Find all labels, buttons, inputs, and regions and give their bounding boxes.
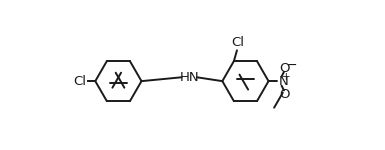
Text: O: O — [280, 88, 290, 101]
Text: O: O — [280, 61, 290, 75]
Text: N: N — [278, 75, 288, 88]
Text: +: + — [282, 72, 291, 81]
Text: −: − — [286, 58, 297, 71]
Text: Cl: Cl — [231, 36, 244, 49]
Text: HN: HN — [179, 71, 199, 84]
Text: Cl: Cl — [73, 75, 86, 88]
